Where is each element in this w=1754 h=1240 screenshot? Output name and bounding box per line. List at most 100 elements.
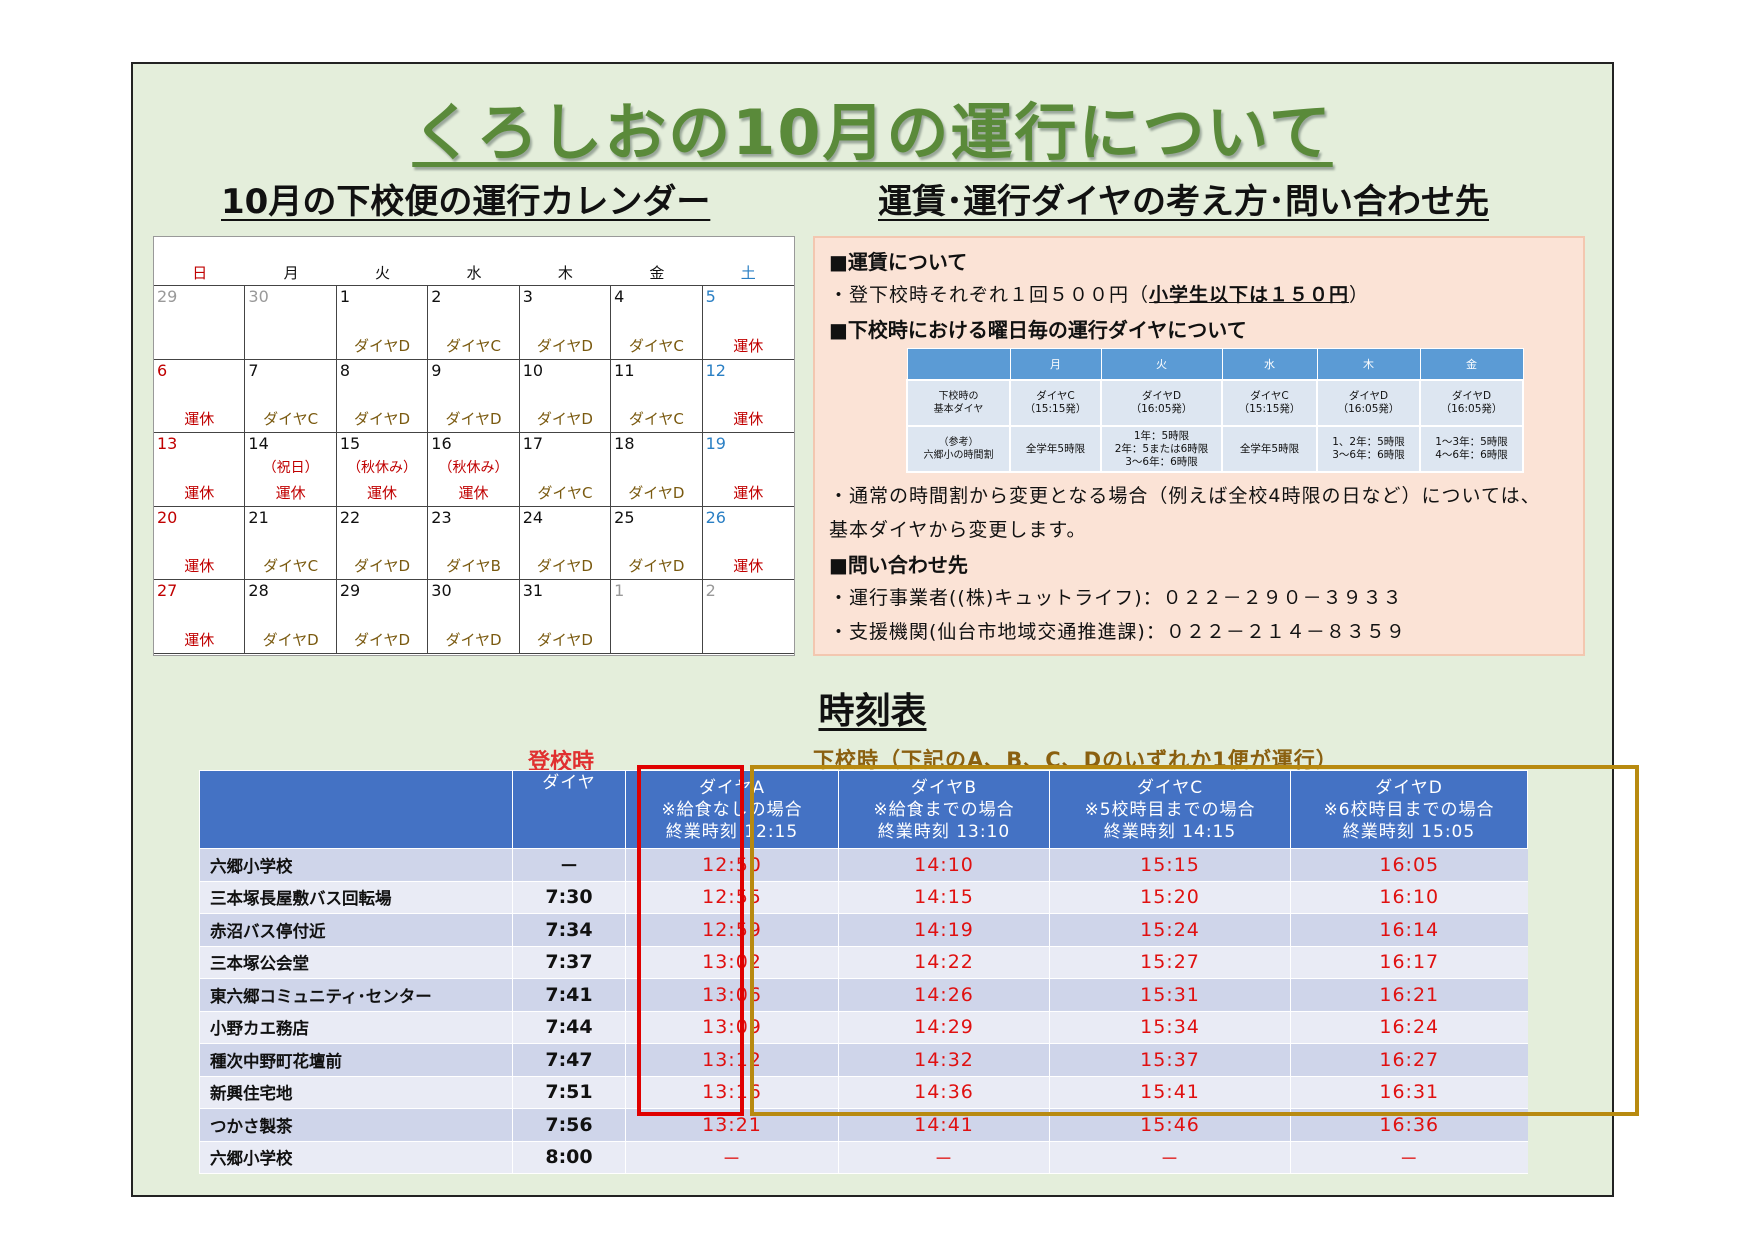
afternoon-time: 15:41: [1049, 1076, 1291, 1109]
calendar-day-status: 運休: [458, 483, 489, 502]
calendar-day-number: 2: [705, 581, 716, 601]
afternoon-time: 15:27: [1049, 946, 1291, 979]
afternoon-time: 14:15: [838, 881, 1050, 914]
calendar-day-status: 運休: [733, 410, 764, 429]
fare-text-close: ）: [1349, 284, 1370, 306]
afternoon-time: 16:21: [1290, 978, 1528, 1012]
calendar-day: 1 ダイヤD: [336, 286, 429, 360]
calendar-day-status: ダイヤD: [536, 410, 593, 429]
timetable-header-diagram: ダイヤ: [512, 770, 626, 849]
afternoon-time: 13:12: [625, 1043, 839, 1077]
calendar-day-number: 7: [248, 360, 259, 380]
diagram-heading: ■下校時における曜日毎の運行ダイヤについて: [829, 318, 1247, 342]
table-row: 六郷小学校 8:00 －－－－: [199, 1141, 1528, 1174]
weekday-sun: 日: [192, 264, 208, 282]
calendar-day-status: ダイヤD: [354, 630, 411, 649]
afternoon-time: 16:31: [1290, 1076, 1528, 1109]
diagram-header-mon: 月: [1009, 348, 1102, 381]
timetable-header-stop: [199, 770, 513, 849]
afternoon-time: 15:34: [1049, 1011, 1291, 1044]
calendar-day: 1: [611, 580, 703, 654]
calendar-day: 9 ダイヤD: [428, 359, 520, 434]
diagram-header-tue: 火: [1100, 348, 1223, 381]
calendar-day-status: ダイヤC: [537, 483, 593, 502]
diagram-row-reference: （参考） 六郷小の時間割 全学年5時限 1年：5時限 2年：5または6時限 3～6年…: [906, 425, 1524, 473]
calendar-day-status: ダイヤD: [354, 557, 411, 576]
contact-heading: ■問い合わせ先: [829, 553, 968, 577]
afternoon-time: 14:26: [838, 978, 1050, 1012]
calendar-day-status: 運休: [367, 483, 398, 502]
stop-name: 新興住宅地: [199, 1076, 513, 1109]
calendar-day-number: 2: [431, 287, 442, 306]
calendar-day-status: ダイヤD: [536, 336, 593, 355]
stop-name: つかさ製茶: [199, 1108, 513, 1142]
table-row: 東六郷コミュニティ･センター 7:41 13:06 14:26 15:31 16:21: [199, 978, 1528, 1012]
calendar-day: 14 （祝日） 運休: [245, 433, 337, 507]
calendar-day-status: ダイヤD: [354, 336, 411, 355]
calendar-day: 10 ダイヤD: [519, 359, 612, 434]
diagram-row-basic: 下校時の 基本ダイヤ ダイヤC （15:15発） ダイヤD （16:05発） ダイヤC…: [906, 379, 1524, 427]
timetable-header-diagram: ダイヤC ※5校時目までの場合 終業時刻 14:15: [1049, 770, 1291, 849]
calendar-day-number: 26: [705, 507, 726, 527]
afternoon-time: 13:02: [625, 946, 839, 979]
diagram-header-wed: 水: [1221, 348, 1318, 381]
calendar-day-number: 15: [339, 434, 361, 454]
calendar-day-note: （秋休み）: [347, 460, 418, 477]
diagram-header-blank: [906, 348, 1011, 381]
calendar-day-status: 運休: [184, 557, 215, 576]
stop-name: 六郷小学校: [199, 848, 513, 882]
calendar-day-number: 14: [248, 434, 269, 454]
weekday-mon: 月: [283, 264, 299, 282]
calendar-day-status: 運休: [184, 410, 215, 429]
afternoon-time: 13:09: [625, 1011, 839, 1044]
calendar-day: 12 運休: [702, 360, 794, 434]
calendar-day-status: ダイヤD: [536, 630, 593, 649]
calendar-day-status: ダイヤD: [262, 630, 319, 649]
timetable-header-diagram: ダイヤA ※給食なしの場合 終業時刻 12:15: [625, 770, 839, 849]
calendar-day: 3 ダイヤD: [519, 286, 612, 360]
calendar-day-number: 29: [339, 581, 361, 601]
calendar-day: 16 （秋休み） 運休: [428, 433, 520, 507]
weekday-fri: 金: [649, 264, 665, 282]
afternoon-time: －: [1049, 1141, 1291, 1174]
calendar: 日 月 火 水 木 金 土 29 30 1 ダイヤD 2 ダイヤC 3 ダイヤD 4 ダイヤC 5 運…: [153, 236, 795, 656]
afternoon-time: －: [838, 1141, 1050, 1174]
calendar-day: 4 ダイヤC: [611, 286, 703, 360]
stop-name: 小野カエ務店: [199, 1011, 513, 1044]
note-line-1: ・通常の時間割から変更となる場合（例えば全校4時限の日など）については、: [829, 485, 1541, 507]
calendar-day: 26 運休: [702, 507, 794, 581]
afternoon-time: 12:55: [625, 881, 839, 914]
morning-time: 8:00: [512, 1141, 626, 1174]
calendar-day-status: 運休: [184, 483, 215, 502]
calendar-day: 17 ダイヤC: [519, 433, 612, 507]
calendar-day: 24 ダイヤD: [519, 506, 612, 581]
calendar-day-status: 運休: [733, 557, 764, 576]
calendar-day-status: ダイヤD: [536, 557, 593, 576]
calendar-day: 19 運休: [702, 433, 794, 507]
afternoon-time: 14:10: [838, 848, 1050, 882]
morning-time: 7:37: [512, 946, 626, 979]
calendar-day-number: 13: [157, 434, 178, 454]
calendar-day: 29 ダイヤD: [336, 580, 429, 654]
info-box: ■運賃について ・登下校時それぞれ１回５００円（小学生以下は１５０円） ■下校時…: [813, 236, 1585, 656]
stop-name: 六郷小学校: [199, 1141, 513, 1174]
page-title: くろしおの10月の運行について: [412, 96, 1333, 169]
calendar-day-number: 17: [522, 434, 544, 454]
afternoon-time: －: [625, 1141, 839, 1174]
calendar-day-number: 18: [614, 434, 635, 454]
calendar-day-number: 10: [522, 360, 544, 380]
calendar-day-number: 23: [431, 507, 452, 527]
diagram-cell: 1、2年：5時限 3～6年：6時限: [1316, 425, 1421, 473]
stop-name: 東六郷コミュニティ･センター: [199, 978, 513, 1012]
afternoon-time: 14:32: [838, 1043, 1050, 1077]
diagram-cell: 1～3年：5時限 4～6年：6時限: [1419, 425, 1524, 473]
calendar-day-status: ダイヤC: [263, 557, 319, 576]
diagram-cell: 下校時の 基本ダイヤ: [906, 379, 1011, 427]
note-line-2: 基本ダイヤから変更します。: [829, 519, 1087, 541]
afternoon-time: 15:20: [1049, 881, 1291, 914]
diagram-cell: ダイヤD （16:05発）: [1316, 379, 1421, 427]
calendar-day-number: 8: [339, 360, 351, 380]
afternoon-time: 16:14: [1290, 913, 1528, 947]
calendar-heading: 10月の下校便の運行カレンダー: [221, 182, 711, 222]
calendar-day-status: ダイヤD: [628, 557, 685, 576]
